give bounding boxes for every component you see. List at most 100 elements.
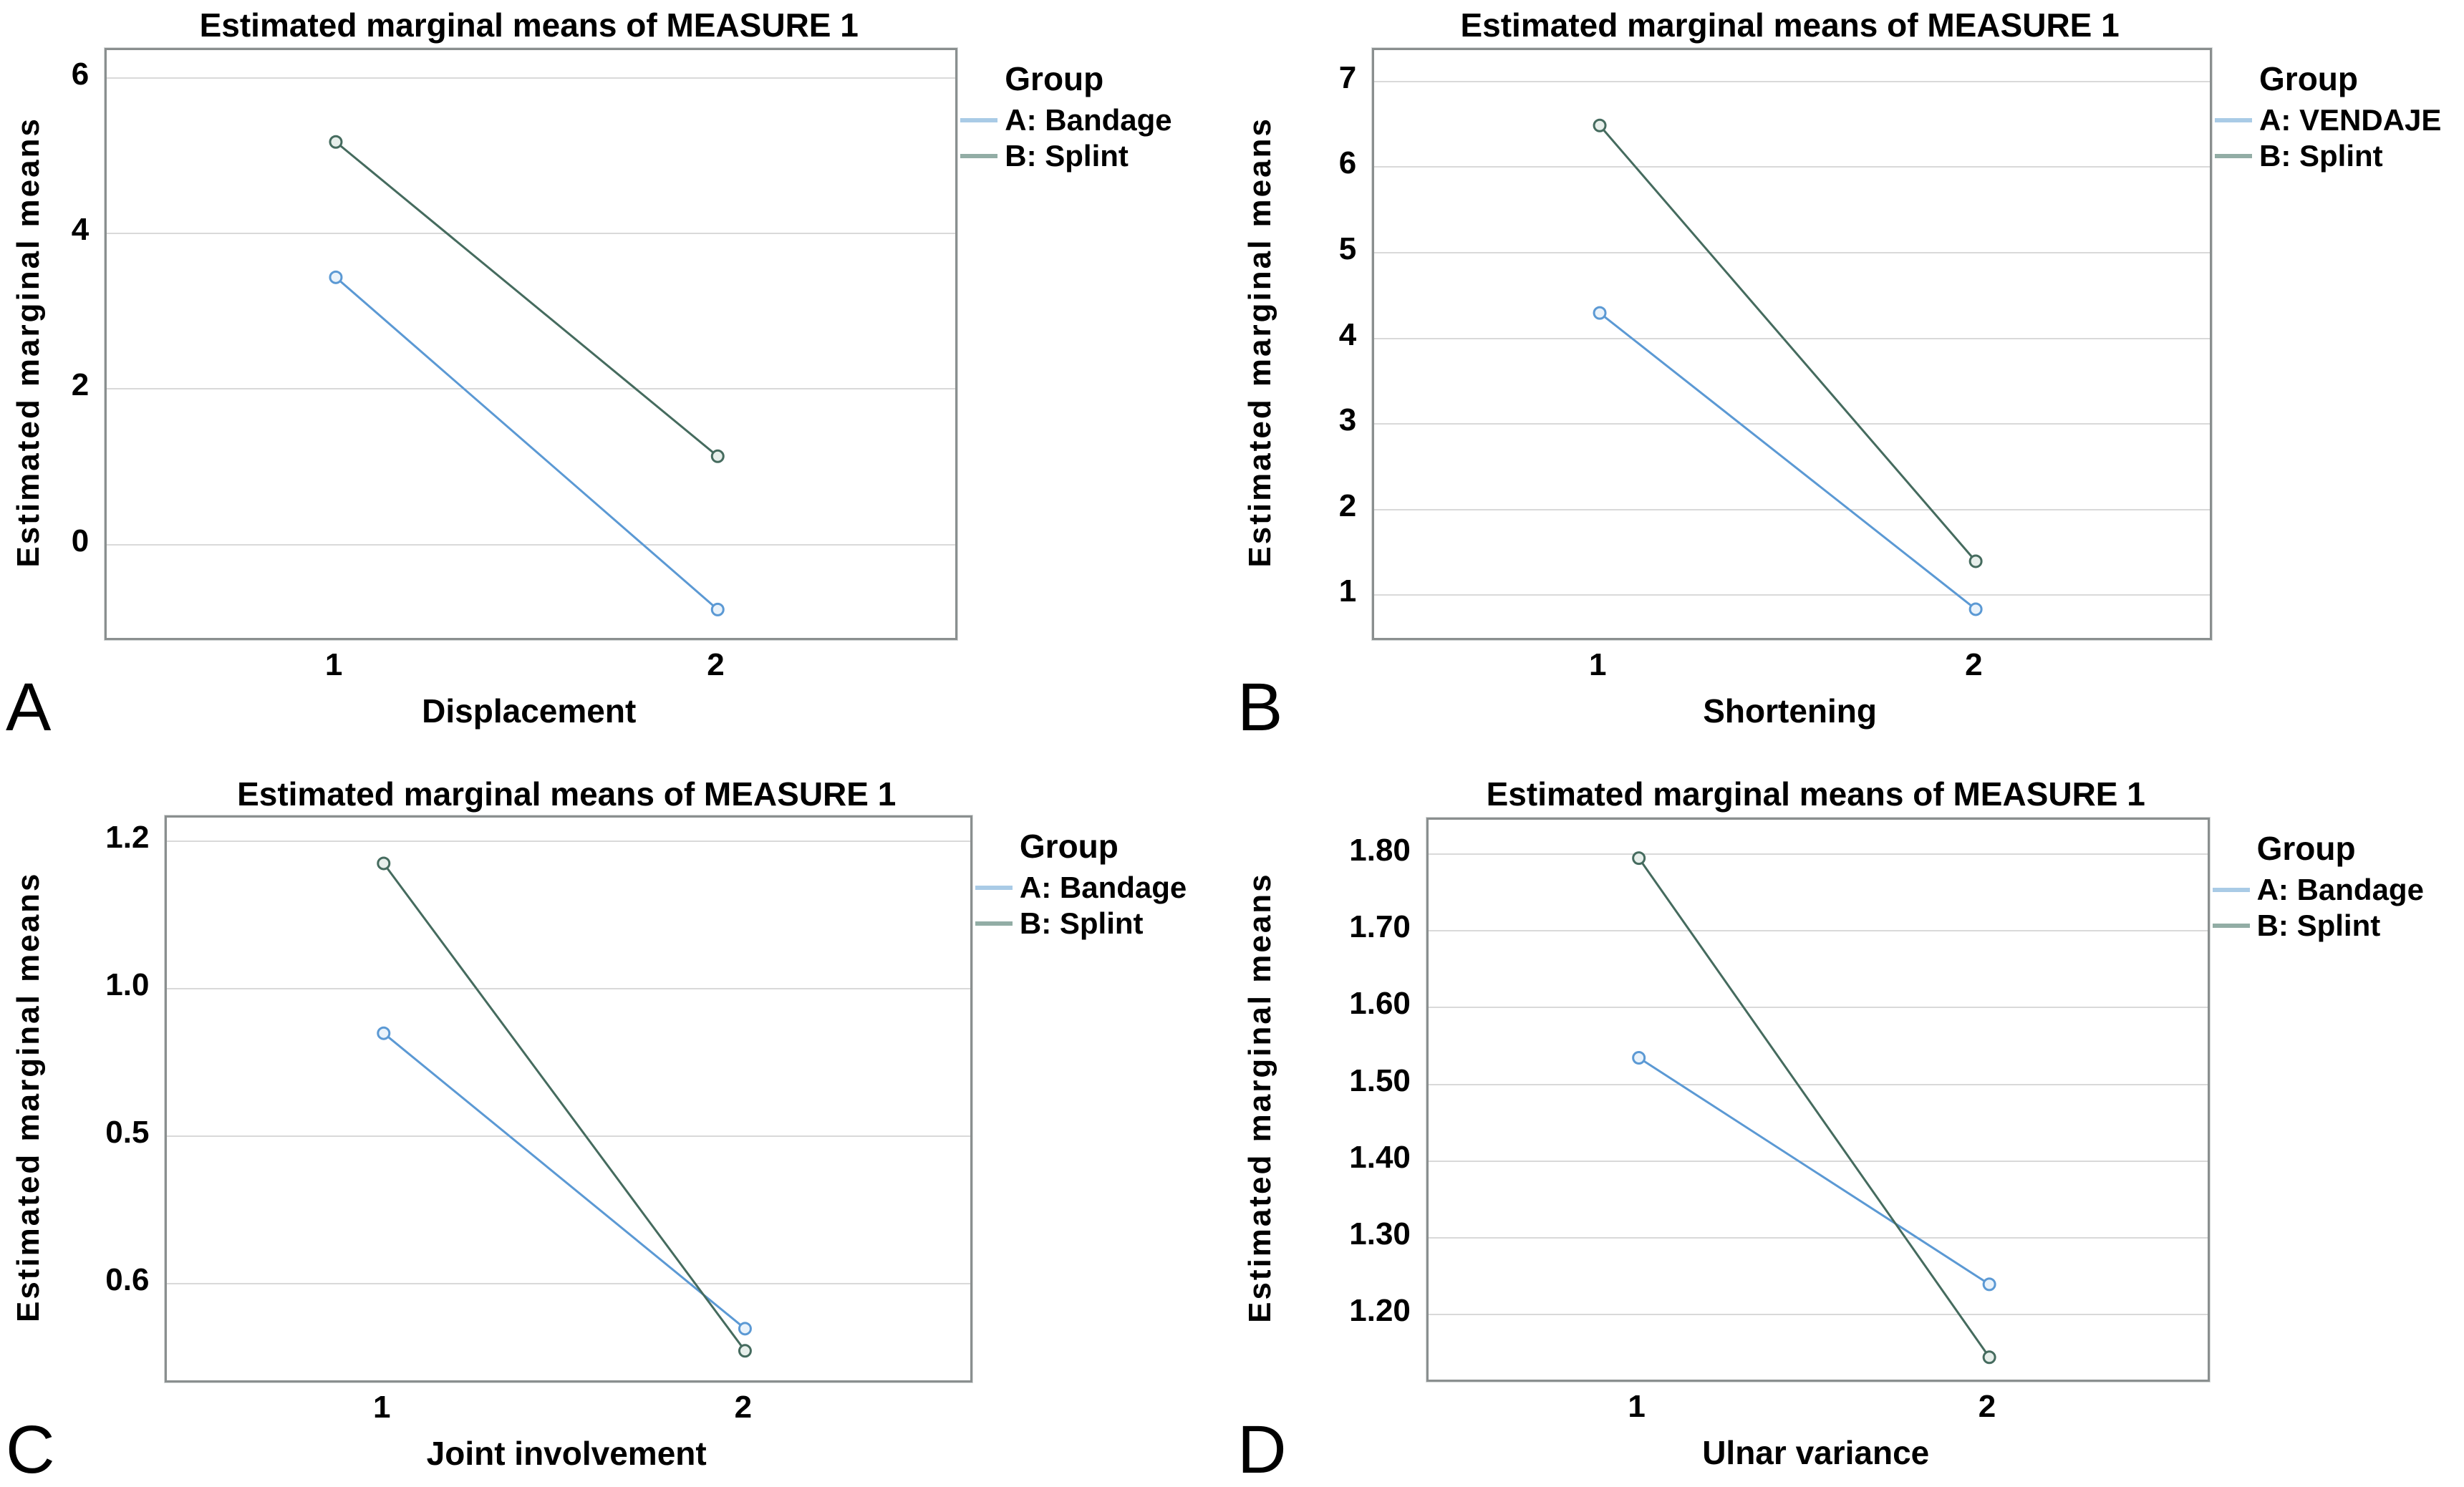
x-axis-label: Displacement (422, 692, 637, 730)
legend-item: A: Bandage (960, 102, 1172, 138)
legend-title: Group (1019, 827, 1119, 865)
legend-title: Group (2256, 829, 2356, 867)
y-tick-label: 1.80 (1349, 832, 1411, 868)
gridline (1374, 423, 2211, 425)
y-tick-label: 4 (71, 212, 90, 248)
data-point-marker (710, 602, 725, 616)
panel-letter: D (1237, 1412, 1287, 1487)
y-tick-label: 1.60 (1349, 986, 1411, 1022)
gridline (1374, 508, 2211, 510)
gridline (1374, 80, 2211, 82)
gridline (1374, 337, 2211, 339)
panel-b: Estimated marginal means of MEASURE 1 Est… (1232, 0, 2464, 745)
gridline (1374, 166, 2211, 168)
series-plot-canvas (329, 135, 725, 616)
data-point-marker (1632, 851, 1646, 865)
y-tick-label: 1.40 (1349, 1139, 1411, 1175)
legend-item: A: Bandage (975, 870, 1187, 906)
gridline (1428, 1083, 2208, 1085)
series-line-group-a (335, 276, 719, 611)
legend-item-label: B: Splint (2256, 908, 2381, 942)
legend-title: Group (2259, 59, 2359, 97)
panel-letter: A (6, 669, 52, 746)
plot-area (165, 815, 972, 1382)
plot-area (1426, 817, 2210, 1382)
legend-line-swatch (975, 921, 1013, 926)
y-tick-label: 1.70 (1349, 909, 1411, 945)
data-point-marker (377, 856, 391, 870)
legend: Group A: Bandage B: Splint (975, 827, 1187, 941)
panel-d: Estimated marginal means of MEASURE 1 Est… (1232, 745, 2464, 1487)
data-point-marker (710, 449, 725, 463)
x-tick-label: 1 (373, 1389, 391, 1425)
y-tick-label: 0.6 (105, 1262, 150, 1298)
series-plot-canvas (1632, 851, 1996, 1364)
data-point-marker (738, 1321, 753, 1335)
legend-item: B: Splint (2215, 138, 2441, 174)
gridline (167, 1283, 970, 1285)
legend-item-label: B: Splint (2259, 138, 2383, 173)
panel-a: Estimated marginal means of MEASURE 1 Est… (0, 0, 1232, 745)
y-tick-label: 2 (1338, 488, 1357, 523)
y-tick-label: 1.50 (1349, 1062, 1411, 1098)
legend-item: A: VENDAJE (2215, 102, 2441, 138)
series-line-group-a (1599, 311, 1977, 610)
chart-title: Estimated marginal means of MEASURE 1 (237, 775, 897, 813)
y-tick-label: 1.0 (105, 967, 150, 1002)
data-point-marker (1982, 1277, 1996, 1292)
gridline (1374, 594, 2211, 596)
gridline (1428, 1314, 2208, 1316)
legend-item: B: Splint (975, 906, 1187, 941)
y-tick-label: 6 (1338, 145, 1357, 181)
series-line-group-b (1599, 124, 1977, 562)
legend-item-label: A: Bandage (2256, 872, 2424, 906)
legend-item-label: A: Bandage (1019, 870, 1187, 904)
y-axis-label: Estimated marginal means (1242, 871, 1277, 1323)
y-tick-label: 5 (1338, 231, 1357, 266)
data-point-marker (1593, 118, 1607, 132)
chart-title: Estimated marginal means of MEASURE 1 (1486, 775, 2145, 813)
gridline (167, 987, 970, 989)
y-tick-label: 1.30 (1349, 1216, 1411, 1252)
legend-item-label: A: Bandage (1005, 102, 1172, 137)
legend-line-swatch (2212, 887, 2250, 892)
data-point-marker (1968, 601, 1983, 616)
gridline (167, 1135, 970, 1138)
legend-line-swatch (2215, 153, 2253, 158)
y-tick-label: 1 (1338, 573, 1357, 609)
x-tick-label: 1 (324, 647, 343, 683)
panel-c: Estimated marginal means of MEASURE 1 Est… (0, 745, 1232, 1487)
gridline (1428, 1237, 2208, 1239)
gridline (1428, 1160, 2208, 1162)
data-point-marker (1968, 554, 1983, 568)
gridline (1428, 853, 2208, 855)
y-tick-label: 0.5 (105, 1115, 150, 1151)
gridline (167, 840, 970, 842)
panel-letter: B (1237, 669, 1283, 746)
gridline (107, 77, 956, 79)
x-tick-label: 1 (1628, 1388, 1646, 1424)
x-tick-label: 2 (707, 647, 725, 683)
legend-item-label: B: Splint (1005, 138, 1129, 173)
data-point-marker (377, 1026, 391, 1040)
y-tick-label: 1.20 (1349, 1293, 1411, 1329)
x-axis-label: Ulnar variance (1702, 1433, 1930, 1471)
gridline (107, 543, 956, 546)
legend-title: Group (1005, 59, 1104, 97)
series-line-group-a (1638, 1056, 1990, 1285)
legend-line-swatch (960, 153, 998, 158)
legend-item: A: Bandage (2212, 872, 2424, 908)
x-tick-label: 2 (1978, 1388, 1996, 1424)
legend: Group A: VENDAJE B: Splint (2215, 59, 2441, 174)
legend-item-label: A: VENDAJE (2259, 102, 2442, 137)
y-tick-label: 4 (1338, 316, 1357, 352)
panel-letter: C (6, 1412, 55, 1487)
data-point-marker (1593, 306, 1607, 320)
legend: Group A: Bandage B: Splint (960, 59, 1172, 174)
gridline (1374, 251, 2211, 253)
y-tick-label: 2 (71, 367, 90, 403)
plot-area (1372, 47, 2213, 641)
series-line-group-a (383, 1032, 746, 1329)
legend-item-label: B: Splint (1019, 906, 1144, 940)
